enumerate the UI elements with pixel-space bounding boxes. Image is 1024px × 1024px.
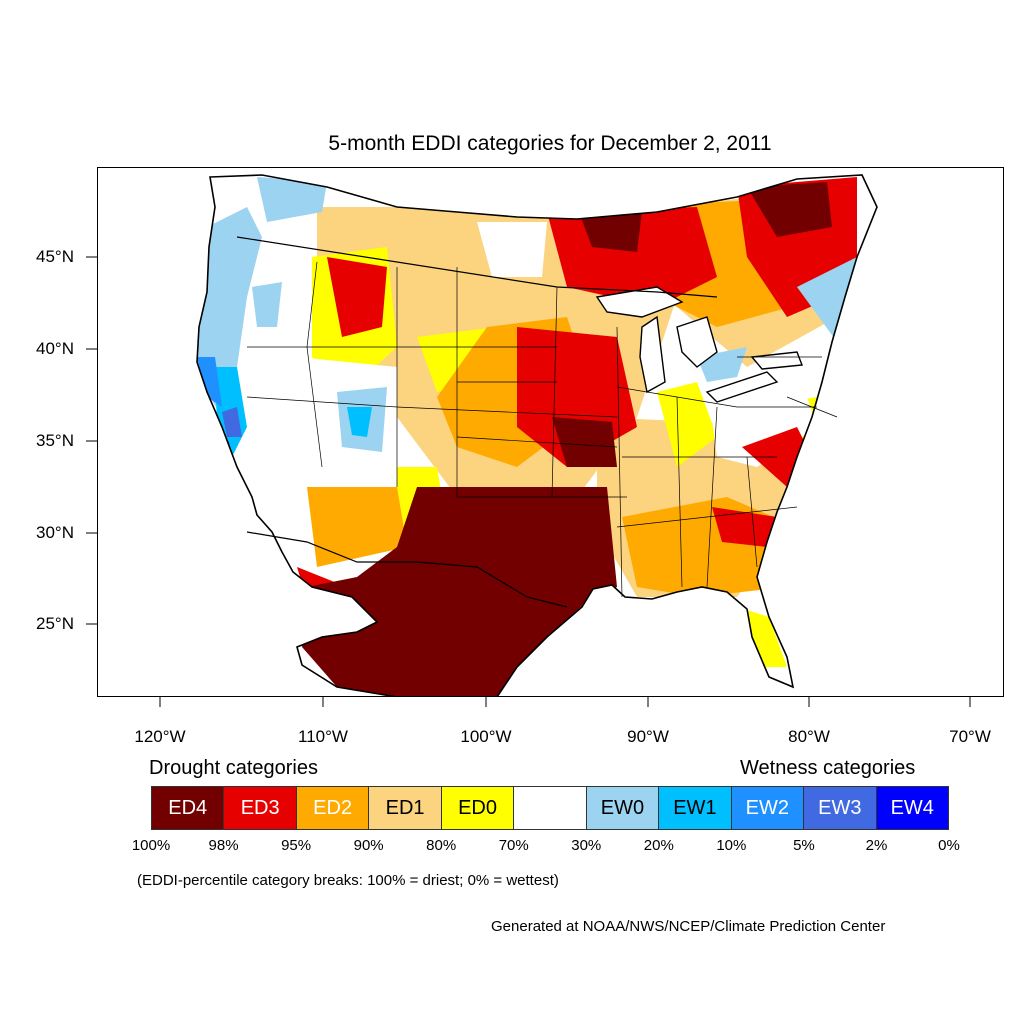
latitude-label-35: 35°N: [36, 431, 74, 450]
legend-box-ew3: EW3: [804, 787, 877, 829]
legend-box-ew4: EW4: [876, 787, 948, 829]
wetness-categories-heading: Wetness categories: [740, 757, 916, 779]
credit-line: Generated at NOAA/NWS/NCEP/Climate Predi…: [491, 918, 886, 935]
break-label: 95%: [281, 837, 312, 854]
legend-box-ew1: EW1: [659, 787, 732, 829]
break-label: 0%: [938, 837, 960, 854]
longitude-label-80w: 80°W: [788, 727, 830, 746]
map-border: [97, 167, 1004, 697]
international-border: [236, 236, 718, 298]
longitude-label-100w: 100°W: [460, 727, 512, 746]
break-label: 80%: [426, 837, 457, 854]
break-label: 5%: [793, 837, 815, 854]
legend-box-ew2: EW2: [731, 787, 805, 829]
coastline: [196, 174, 878, 697]
longitude-label-70w: 70°W: [949, 727, 991, 746]
legend-box-ed2: ED2: [296, 787, 370, 829]
latitude-label-30: 30°N: [36, 523, 74, 542]
break-label: 10%: [716, 837, 747, 854]
map-panel: [97, 167, 1004, 697]
legend-box-ew0: EW0: [586, 787, 660, 829]
mexico-border: [246, 531, 568, 608]
break-label: 90%: [353, 837, 384, 854]
longitude-label-90w: 90°W: [627, 727, 669, 746]
latitude-label-40: 40°N: [36, 339, 74, 358]
longitude-label-120w: 120°W: [134, 727, 186, 746]
latitude-ticks: [86, 256, 97, 625]
break-label: 20%: [643, 837, 674, 854]
drought-categories-heading: Drought categories: [149, 757, 318, 779]
break-label: 2%: [865, 837, 888, 854]
break-label: 98%: [208, 837, 239, 854]
latitude-label-45: 45°N: [36, 247, 74, 266]
longitude-ticks: [159, 697, 971, 707]
eddi-map: [97, 167, 1004, 697]
longitude-label-110w: 110°W: [298, 727, 348, 746]
break-label: 30%: [571, 837, 602, 854]
break-label: 100%: [131, 837, 171, 854]
great-lakes: [595, 286, 803, 403]
category-legend: ED4 ED3 ED2 ED1 ED0 EW0 EW1 EW2 EW3 EW4: [151, 786, 949, 830]
eddi-category-field: [197, 175, 877, 697]
legend-box-ed4: ED4: [152, 787, 225, 829]
legend-box-ed1: ED1: [369, 787, 442, 829]
map-title: 5-month EDDI categories for December 2, …: [328, 132, 772, 155]
latitude-label-25: 25°N: [36, 614, 74, 633]
category-breaks-note: (EDDI-percentile category breaks: 100% =…: [137, 872, 559, 889]
legend-box-normal: [514, 787, 587, 829]
legend-box-ed0: ED0: [441, 787, 515, 829]
break-label: 70%: [498, 837, 529, 854]
state-boundaries: [246, 261, 838, 598]
legend-box-ed3: ED3: [224, 787, 297, 829]
